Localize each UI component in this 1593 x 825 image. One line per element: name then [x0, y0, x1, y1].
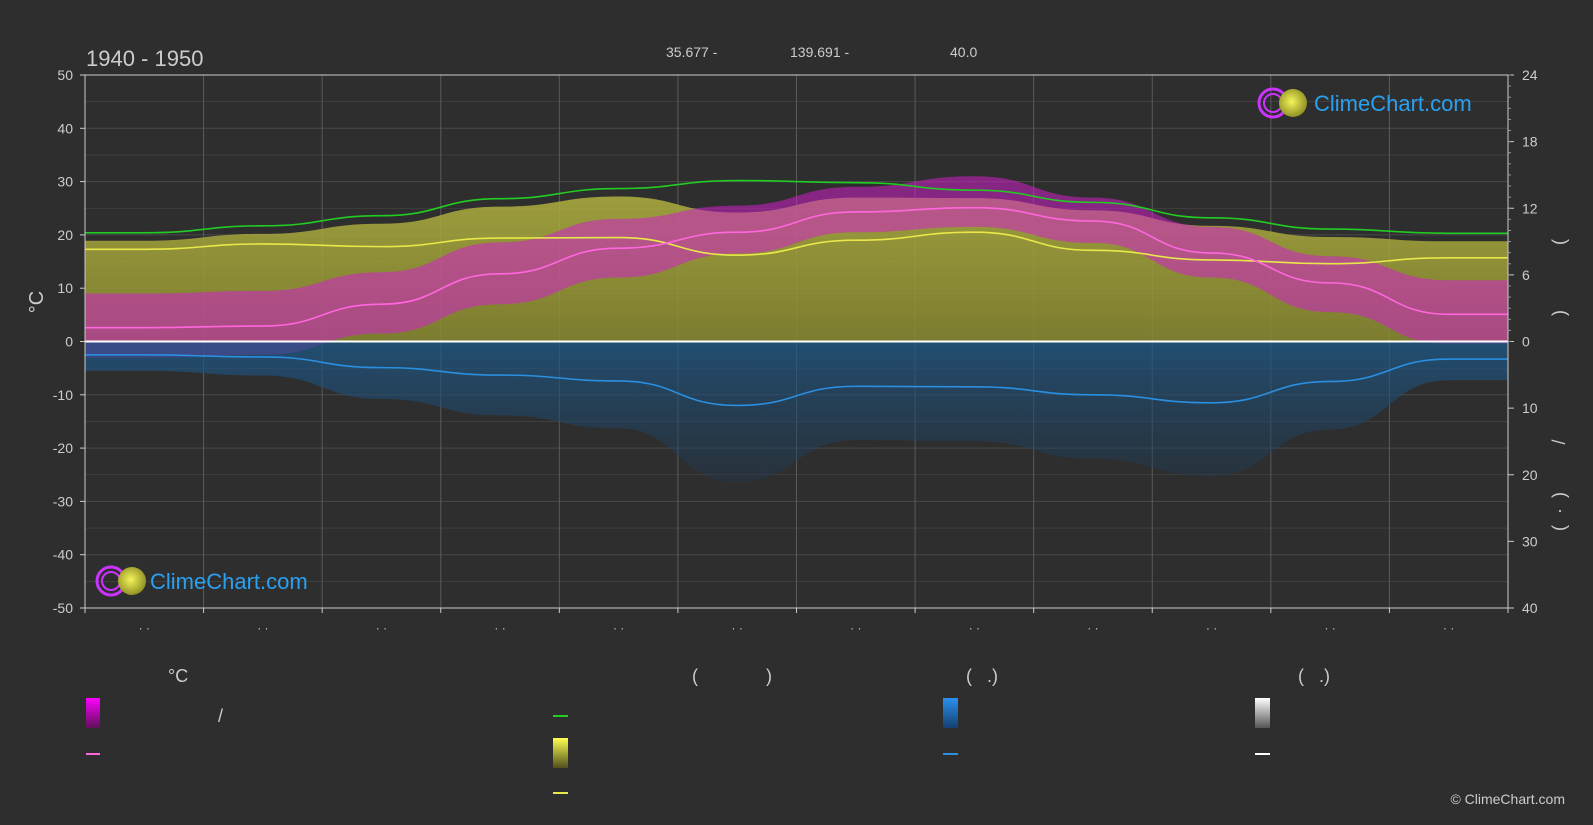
- y-left-tick-label: -20: [53, 440, 73, 456]
- y-left-tick-label: 50: [57, 67, 73, 83]
- legend-snow-swatch: [1255, 698, 1270, 728]
- y-right-top-tick-label: 12: [1522, 200, 1538, 216]
- x-tick-label: · ·: [613, 621, 624, 635]
- logo-text: ClimeChart.com: [1314, 91, 1472, 116]
- y-left-tick-label: 10: [57, 280, 73, 296]
- x-tick-label: · ·: [850, 621, 861, 635]
- period-title: 1940 - 1950: [86, 46, 203, 71]
- axes: 50 40 30 20 10 0 -10 -20 -30 -40 -50 24 18 12 6 0 10 20 30…: [53, 67, 1569, 635]
- latitude-label: 35.677 -: [666, 44, 718, 60]
- legend-sun-title-close: ): [766, 666, 772, 686]
- legend-rain-swatch: [943, 698, 958, 728]
- y-right-top-tick-label: 0: [1522, 334, 1530, 350]
- legend-temp-title: °C: [168, 666, 188, 686]
- data-areas: [85, 176, 1508, 483]
- logo-top[interactable]: ClimeChart.com: [1257, 87, 1472, 119]
- longitude-label: 139.691 -: [790, 44, 849, 60]
- y-right-top-tick-label: 18: [1522, 134, 1538, 150]
- y-left-axis-label: °C: [26, 291, 48, 313]
- y-left-tick-label: 30: [57, 174, 73, 190]
- y-right-bottom-tick-label: 40: [1522, 600, 1538, 616]
- y-left-tick-label: 0: [65, 334, 73, 350]
- y-left-tick-label: -30: [53, 493, 73, 509]
- x-tick-label: · ·: [1443, 621, 1454, 635]
- y-right-bottom-axis-label: (: [1549, 525, 1569, 531]
- y-right-bottom-axis-label: /: [1549, 439, 1569, 444]
- y-right-bottom-axis-label: ): [1549, 492, 1569, 498]
- legend-snow-title: ( .): [1298, 666, 1330, 686]
- x-tick-label: · ·: [1324, 621, 1335, 635]
- legend-temp-band-swatch: [86, 698, 100, 728]
- legend-rain-title: ( .): [966, 666, 998, 686]
- logo-text: ClimeChart.com: [150, 569, 308, 594]
- legend-sunshine-band-swatch: [553, 738, 568, 768]
- mean-temperature-line: [85, 206, 1508, 329]
- x-tick-label: · ·: [376, 621, 387, 635]
- x-tick-label: · ·: [139, 621, 150, 635]
- y-left-tick-label: 40: [57, 120, 73, 136]
- x-tick-label: · ·: [1206, 621, 1217, 635]
- y-left-tick-label: -50: [53, 600, 73, 616]
- y-right-bottom-axis-label: ·: [1549, 508, 1569, 514]
- legend-sun-title-open: (: [692, 666, 698, 686]
- x-tick-label: · ·: [494, 621, 505, 635]
- data-lines: [84, 179, 1508, 407]
- logo-sun-icon: [118, 567, 146, 595]
- y-left-tick-label: -40: [53, 547, 73, 563]
- x-tick-label: · ·: [969, 621, 980, 635]
- y-right-bottom-tick-label: 10: [1522, 400, 1538, 416]
- y-right-bottom-tick-label: 30: [1522, 533, 1538, 549]
- x-tick-label: · ·: [732, 621, 743, 635]
- y-right-top-axis-label: (: [1549, 239, 1569, 245]
- y-right-bottom-tick-label: 20: [1522, 467, 1538, 483]
- copyright-text: © ClimeChart.com: [1450, 791, 1565, 807]
- sunshine-line: [85, 231, 1508, 265]
- y-right-top-axis-label: ): [1549, 310, 1569, 316]
- temperature-band-area: [85, 176, 1508, 358]
- elevation-label: 40.0: [950, 44, 977, 60]
- x-tick-label: · ·: [1087, 621, 1098, 635]
- daylight-line: [84, 179, 1508, 235]
- precipitation-area: [85, 341, 1508, 483]
- logo-bottom[interactable]: ClimeChart.com: [95, 565, 308, 597]
- x-tick-label: · ·: [257, 621, 268, 635]
- y-right-top-tick-label: 6: [1522, 267, 1530, 283]
- legend: °C / ( ) ( .) ( .): [86, 666, 1330, 794]
- y-left-tick-label: 20: [57, 227, 73, 243]
- logo-sun-icon: [1279, 89, 1307, 117]
- y-right-top-tick-label: 24: [1522, 67, 1538, 83]
- y-left-tick-label: -10: [53, 387, 73, 403]
- legend-slash: /: [218, 706, 223, 726]
- precipitation-line: [85, 354, 1508, 407]
